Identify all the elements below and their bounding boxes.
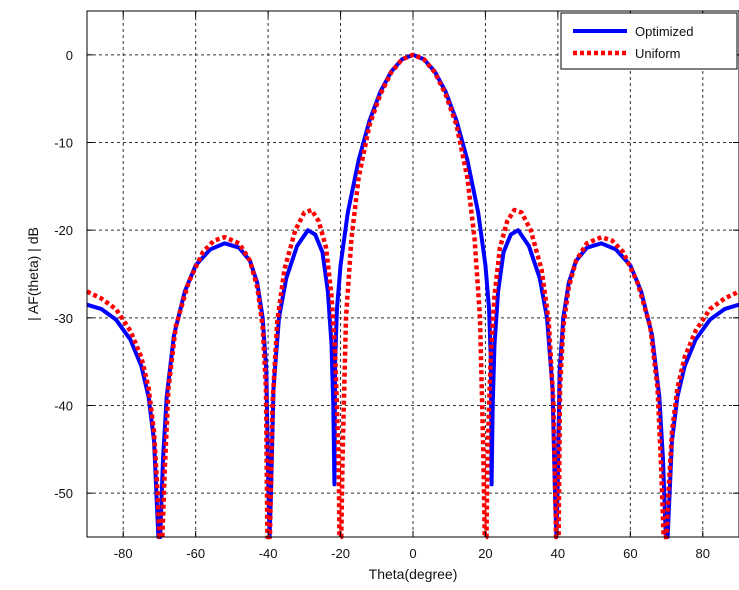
y-tick-label: -50 <box>54 486 73 501</box>
y-tick-label: -10 <box>54 136 73 151</box>
x-tick-label: -60 <box>186 546 205 561</box>
series-layer <box>86 52 739 540</box>
y-tick-label: -30 <box>54 311 73 326</box>
x-axis-label: Theta(degree) <box>369 566 458 582</box>
legend: Optimized Uniform <box>560 12 738 70</box>
x-tick-label: 0 <box>409 546 416 561</box>
x-tick-label: -40 <box>259 546 278 561</box>
y-axis-label: | AF(theta) | dB <box>25 227 41 321</box>
legend-label-uniform: Uniform <box>635 46 681 61</box>
x-tick-label: 80 <box>696 546 710 561</box>
x-tick-label: 40 <box>551 546 565 561</box>
x-tick-label: 60 <box>623 546 637 561</box>
y-tick-label: 0 <box>66 48 73 63</box>
axis-ticks: -80 -60 -40 -20 0 20 40 60 80 0 -10 -20 -30 -40 -50 <box>54 11 739 561</box>
y-tick-label: -40 <box>54 399 73 414</box>
legend-label-optimized: Optimized <box>635 24 694 39</box>
x-tick-label: -80 <box>114 546 133 561</box>
series-line-uniform <box>86 52 739 540</box>
y-tick-label: -20 <box>54 223 73 238</box>
legend-box <box>560 12 738 70</box>
x-tick-label: -20 <box>331 546 350 561</box>
x-tick-label: 20 <box>478 546 492 561</box>
